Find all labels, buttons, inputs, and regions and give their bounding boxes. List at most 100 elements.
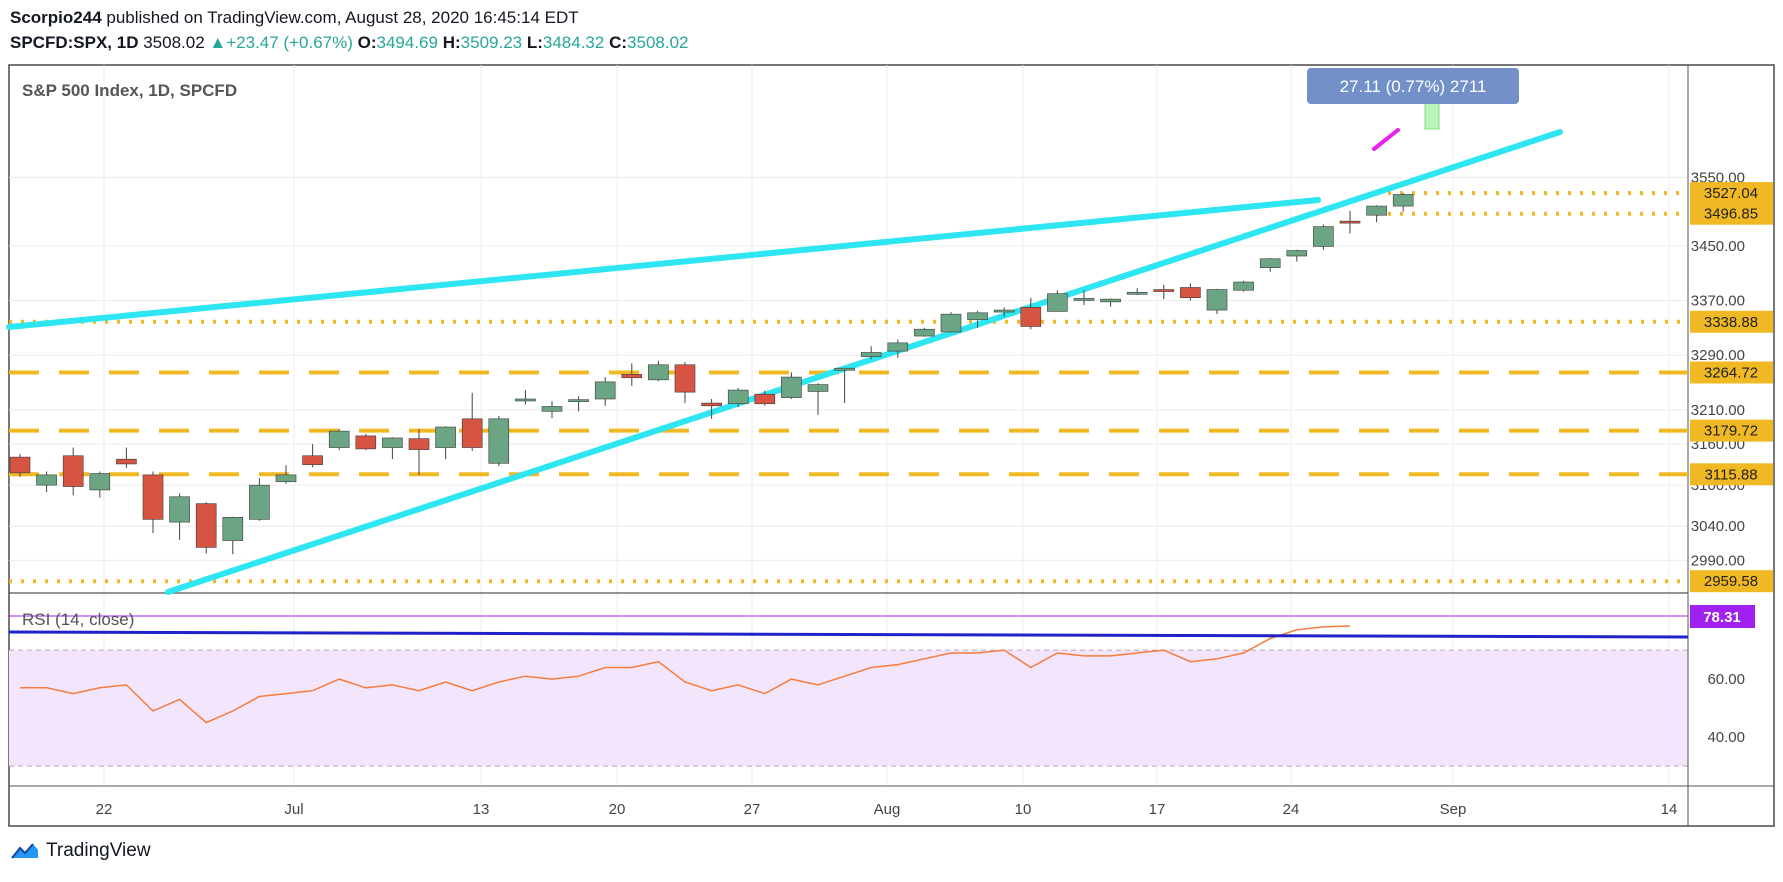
candle[interactable]: [1233, 280, 1254, 292]
candle[interactable]: [701, 398, 722, 419]
candle[interactable]: [62, 447, 84, 496]
candle[interactable]: [222, 516, 244, 555]
candle[interactable]: [382, 437, 403, 460]
price-tick-label: 3290.00: [1691, 347, 1745, 364]
candle-body-up: [834, 367, 855, 371]
candle-body-down: [142, 474, 164, 520]
candle[interactable]: [169, 493, 190, 540]
level-label: 2959.58: [1704, 573, 1758, 590]
candle[interactable]: [727, 388, 749, 408]
candle-body-up: [1366, 205, 1387, 216]
measure-text: 27.11 (0.77%) 2711: [1340, 77, 1487, 96]
candle[interactable]: [993, 307, 1015, 317]
candle[interactable]: [1020, 297, 1042, 330]
candle-body-up: [1073, 298, 1095, 301]
candle-body-down: [674, 364, 696, 393]
candle-body-down: [1339, 220, 1361, 224]
candle[interactable]: [142, 471, 164, 534]
candle-body-up: [435, 426, 456, 448]
time-axis[interactable]: 22 Jul 13 20 27 Aug 10 17 24 Sep 14: [96, 801, 1678, 818]
time-tick-label: 10: [1015, 801, 1032, 818]
last-price: 3508.02: [143, 33, 205, 52]
high-value: 3509.23: [460, 33, 523, 52]
level-badge: [1690, 419, 1773, 442]
candle[interactable]: [249, 478, 270, 521]
candle[interactable]: [807, 383, 829, 415]
candle[interactable]: [408, 429, 430, 475]
rsi-trendline[interactable]: [8, 630, 1689, 639]
candle-body-down: [302, 455, 323, 465]
time-tick-label: 17: [1149, 801, 1166, 818]
candle[interactable]: [674, 362, 696, 404]
candle[interactable]: [89, 471, 111, 498]
footer-brand[interactable]: TradingView: [10, 840, 151, 862]
candle[interactable]: [541, 401, 563, 419]
candles: [9, 193, 1414, 555]
price-tick-label: 2990.00: [1691, 552, 1745, 569]
candle[interactable]: [195, 502, 217, 554]
symbol-label: SPCFD:SPX, 1D: [10, 33, 139, 52]
author-name[interactable]: Scorpio244: [10, 8, 102, 27]
candle[interactable]: [781, 372, 802, 399]
candle[interactable]: [860, 346, 882, 360]
candle[interactable]: [1313, 224, 1334, 250]
level-label: 3338.88: [1704, 314, 1758, 331]
candle[interactable]: [1100, 298, 1121, 307]
candle[interactable]: [1286, 249, 1308, 262]
candle[interactable]: [328, 429, 350, 451]
candle[interactable]: [1126, 288, 1148, 296]
horizontal-levels[interactable]: [9, 191, 1688, 584]
time-tick-label: Jul: [284, 801, 303, 818]
lower-trendline[interactable]: [165, 129, 1563, 595]
candle-body-up: [568, 399, 589, 402]
candle[interactable]: [834, 367, 855, 404]
time-tick-label: Sep: [1440, 801, 1467, 818]
candle-body-up: [993, 309, 1015, 313]
candle-body-up: [781, 376, 802, 398]
candle[interactable]: [1206, 288, 1228, 315]
candle-body-up: [89, 473, 111, 491]
candle[interactable]: [1180, 283, 1201, 301]
rsi-last-value: 78.31: [1703, 609, 1741, 626]
magenta-arrow[interactable]: [1372, 128, 1400, 151]
candle[interactable]: [1259, 258, 1281, 272]
candle-body-down: [62, 455, 84, 487]
rsi-axis[interactable]: 60.00 40.00: [1707, 671, 1745, 746]
candle[interactable]: [302, 444, 323, 468]
candle[interactable]: [594, 377, 616, 406]
measure-tooltip: [1307, 68, 1519, 104]
candle[interactable]: [355, 433, 377, 451]
candle-body-down: [461, 418, 483, 448]
candle[interactable]: [275, 465, 297, 484]
candle[interactable]: [1366, 205, 1387, 223]
candle[interactable]: [515, 390, 536, 405]
candle[interactable]: [940, 312, 962, 333]
candle[interactable]: [1153, 284, 1175, 300]
open-label: O:: [357, 33, 377, 52]
candle[interactable]: [116, 447, 137, 469]
candle-body-up: [1126, 291, 1148, 295]
candle[interactable]: [1073, 290, 1095, 306]
candle[interactable]: [1047, 290, 1068, 312]
candle[interactable]: [488, 416, 510, 467]
candle[interactable]: [36, 471, 57, 492]
measure-box[interactable]: [1424, 102, 1440, 130]
candle[interactable]: [914, 327, 935, 337]
candle[interactable]: [9, 453, 31, 477]
candle[interactable]: [1339, 210, 1361, 234]
price-tick-label: 3040.00: [1691, 518, 1745, 535]
price-change: +23.47 (+0.67%): [226, 33, 353, 52]
upper-trendline[interactable]: [6, 197, 1321, 330]
candle[interactable]: [754, 390, 776, 406]
candle[interactable]: [648, 360, 669, 382]
candle[interactable]: [621, 363, 643, 386]
trendlines[interactable]: [6, 129, 1563, 595]
candle[interactable]: [461, 392, 483, 451]
candle[interactable]: [887, 339, 909, 358]
candle[interactable]: [1392, 193, 1414, 212]
candle[interactable]: [967, 310, 988, 328]
candle-body-up: [887, 342, 909, 352]
candle[interactable]: [435, 426, 456, 460]
candle[interactable]: [568, 396, 589, 412]
